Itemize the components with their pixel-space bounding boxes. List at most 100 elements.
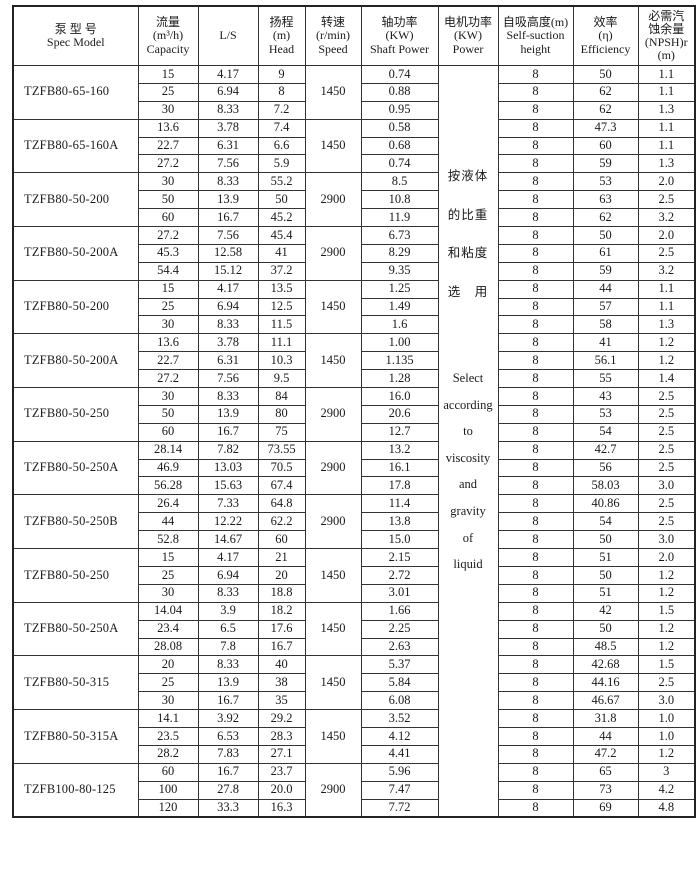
header-label: (r/min) (316, 28, 350, 43)
header-label: Head (268, 41, 295, 56)
suction-height-cell: 8 (497, 65, 574, 84)
table-row: 46.9 13.03 70.5 16.1 8 56 2.5 (13, 458, 696, 478)
speed-cell: 1450 (304, 709, 362, 764)
head-cell: 38 (257, 673, 306, 693)
capacity-cell: 27.2 (137, 226, 199, 245)
efficiency-cell: 73 (572, 780, 639, 800)
head-cell: 67.4 (257, 476, 306, 496)
capacity-cell: 45.3 (137, 243, 199, 263)
capacity-cell: 15 (137, 548, 199, 567)
head-cell: 18.8 (257, 583, 306, 603)
head-cell: 7.2 (257, 100, 306, 120)
ls-cell: 6.94 (197, 297, 259, 317)
head-cell: 64.8 (257, 494, 306, 514)
suction-height-cell: 8 (497, 744, 574, 764)
header-label: 必需汽 (648, 8, 685, 23)
suction-height-cell: 8 (497, 458, 574, 478)
shaft-power-cell: 0.58 (360, 118, 439, 138)
suction-height-cell: 8 (497, 726, 574, 746)
header-label: L/S (219, 28, 237, 43)
efficiency-cell: 31.8 (572, 709, 639, 728)
header-power: 电机功率 (KW) Power (437, 5, 499, 66)
table-row: 100 27.8 20.0 7.47 8 73 4.2 (13, 780, 696, 800)
table-row: TZFB80-65-160A 13.6 3.78 7.4 1450 0.58 8 47.3 1.… (12, 118, 696, 174)
efficiency-cell: 50 (572, 65, 639, 84)
head-cell: 11.5 (257, 315, 306, 335)
npsh-cell: 1.2 (637, 619, 696, 639)
table-row: 50 13.9 80 20.6 8 53 2.5 (13, 404, 696, 424)
table-row: 23.4 6.5 17.6 2.25 8 50 1.2 (13, 619, 696, 639)
model-cell: TZFB100-80-125 (12, 762, 139, 818)
head-cell: 5.9 (257, 154, 306, 174)
efficiency-cell: 50 (572, 226, 639, 245)
ls-cell: 13.9 (197, 190, 259, 210)
head-cell: 80 (257, 404, 306, 424)
ls-cell: 16.7 (197, 422, 259, 442)
head-cell: 45.2 (257, 208, 306, 228)
ls-cell: 6.94 (197, 82, 259, 102)
table-row: TZFB80-50-250A 28.14 7.82 73.55 2900 13.2 8 42.… (12, 440, 696, 496)
power-note-zh-line: 和粘度 (447, 246, 489, 260)
power-note-zh-line: 选 用 (447, 284, 489, 299)
speed-cell: 2900 (304, 387, 362, 442)
power-note-en-line: viscosity (445, 450, 491, 465)
ls-cell: 7.56 (197, 369, 259, 389)
table-row: 23.5 6.53 28.3 4.12 8 44 1.0 (13, 726, 696, 746)
efficiency-cell: 44 (572, 279, 639, 299)
suction-height-cell: 8 (497, 243, 574, 263)
table-row: 30 8.33 11.5 1.6 8 58 1.3 (13, 315, 696, 335)
table-row: 54.4 15.12 37.2 9.35 8 59 3.2 (13, 261, 696, 281)
efficiency-cell: 62 (572, 82, 639, 102)
efficiency-cell: 47.2 (572, 744, 639, 764)
shaft-power-cell: 5.96 (360, 762, 439, 782)
power-note-en-line: to (463, 424, 473, 439)
shaft-power-cell: 4.12 (360, 726, 439, 746)
power-note-en-line: of (462, 530, 474, 545)
capacity-cell: 28.08 (137, 637, 199, 657)
header-label: 自吸高度(m) (502, 15, 569, 30)
capacity-cell: 30 (137, 172, 199, 192)
npsh-cell: 1.0 (637, 726, 696, 746)
pump-spec-table: 泵 型 号 Spec Model 流量 (m³/h) Capacity L/S 扬程 (m) H… (12, 5, 696, 819)
table-row: 30 16.7 35 6.08 8 46.67 3.0 (13, 691, 696, 711)
header-label: height (520, 41, 551, 56)
capacity-cell: 30 (137, 387, 199, 406)
efficiency-cell: 58 (572, 315, 639, 335)
model-cell: TZFB80-65-160 (12, 65, 139, 120)
efficiency-cell: 62 (572, 208, 639, 228)
power-note-en-line: gravity (450, 503, 486, 518)
model-cell: TZFB80-65-160A (12, 118, 139, 174)
model-cell: TZFB80-50-250B (12, 494, 139, 550)
speed-cell: 1450 (304, 333, 362, 389)
ls-cell: 13.03 (197, 458, 259, 478)
capacity-cell: 120 (137, 798, 199, 818)
speed-cell: 1450 (304, 601, 362, 657)
head-cell: 18.2 (257, 601, 306, 621)
shaft-power-cell: 1.6 (360, 315, 439, 335)
npsh-cell: 2.5 (637, 458, 696, 478)
efficiency-cell: 53 (572, 404, 639, 424)
efficiency-cell: 53 (572, 172, 639, 192)
capacity-cell: 26.4 (137, 494, 199, 514)
efficiency-cell: 51 (572, 548, 639, 567)
efficiency-cell: 56.1 (572, 351, 639, 371)
speed-cell: 2900 (304, 440, 362, 496)
npsh-cell: 3 (637, 762, 696, 782)
head-cell: 50 (257, 190, 306, 210)
capacity-cell: 30 (137, 583, 199, 603)
capacity-cell: 56.28 (137, 476, 199, 496)
shaft-power-cell: 16.0 (360, 387, 439, 406)
header-label: 效率 (593, 15, 618, 30)
npsh-cell: 1.3 (637, 154, 696, 174)
head-cell: 62.2 (257, 512, 306, 532)
model-cell: TZFB80-50-250 (12, 387, 139, 442)
suction-height-cell: 8 (497, 548, 574, 567)
suction-height-cell: 8 (497, 798, 574, 818)
header-label: Capacity (146, 41, 190, 56)
npsh-cell: 3.0 (637, 476, 696, 496)
table-row: TZFB80-50-315 20 8.33 40 1450 5.37 8 42.68 1.5 (12, 655, 696, 711)
power-note-en-line: liquid (453, 557, 483, 572)
npsh-cell: 3.2 (637, 208, 696, 228)
table-row: 56.28 15.63 67.4 17.8 8 58.03 3.0 (13, 476, 696, 496)
speed-cell: 1450 (304, 548, 362, 603)
